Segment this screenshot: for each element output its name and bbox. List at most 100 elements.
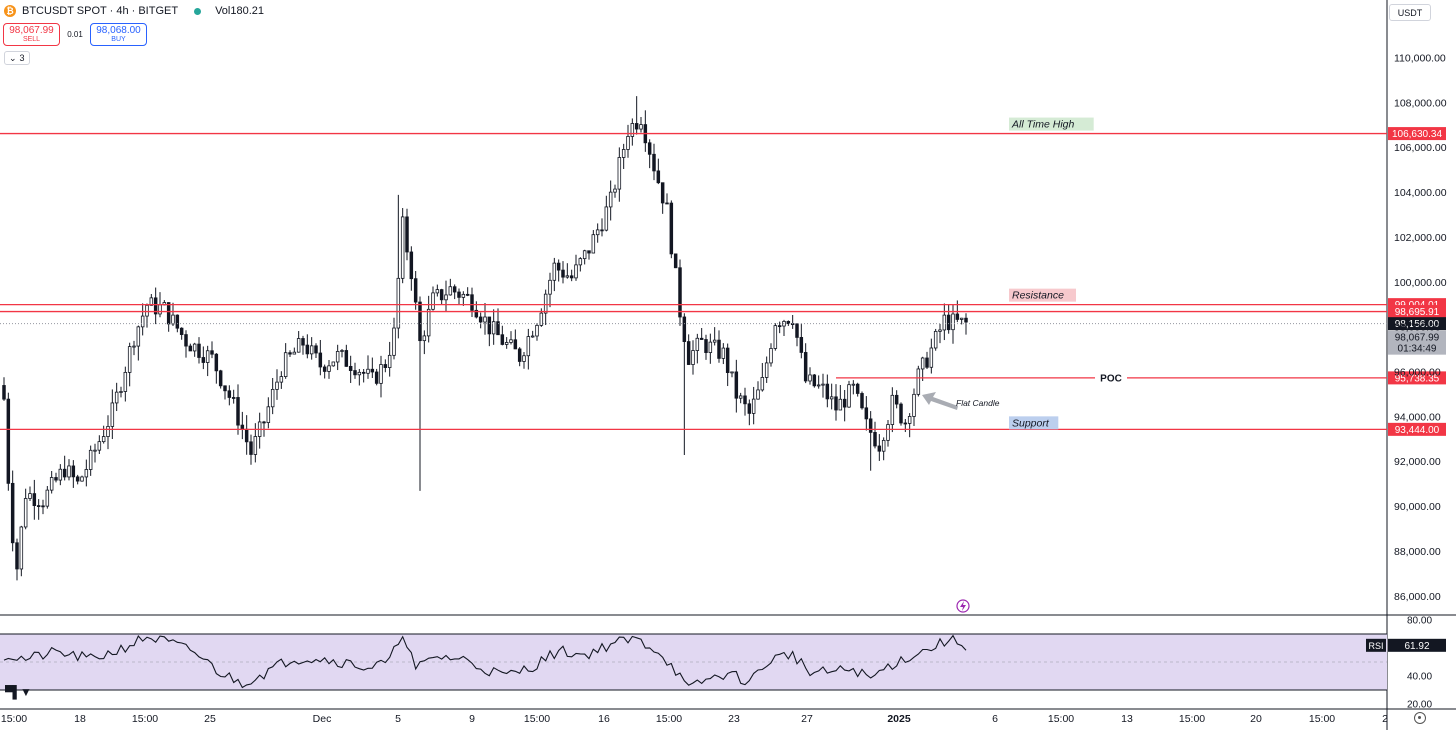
time-axis-tick: Dec <box>313 713 332 725</box>
candle-body-down <box>184 334 188 347</box>
candle <box>301 335 305 355</box>
candle <box>84 459 89 487</box>
tradingview-logo-icon[interactable]: ▀▌▼ <box>5 685 32 699</box>
candle-body-up <box>327 365 331 372</box>
candle <box>873 421 877 449</box>
settings-gear-icon[interactable] <box>1414 712 1426 724</box>
candle <box>669 200 674 259</box>
candle-body-down <box>318 352 323 368</box>
lightning-icon[interactable] <box>956 599 970 613</box>
candle <box>123 366 128 402</box>
candle <box>54 472 58 483</box>
candle-body-up <box>721 347 726 359</box>
price-axis[interactable]: 110,000.00 108,000.00 106,000.00 104,000.00… <box>1394 53 1447 603</box>
candle <box>236 384 240 435</box>
candle-body-up <box>97 441 102 451</box>
candle <box>517 347 522 367</box>
candle-body-down <box>374 371 379 384</box>
candle <box>591 230 596 254</box>
candle <box>543 289 548 326</box>
time-axis-tick: 15:00 <box>1179 713 1205 725</box>
candle <box>803 343 808 384</box>
poc-label: POC <box>1100 373 1122 384</box>
price-axis-tick: 108,000.00 <box>1394 97 1447 109</box>
candle-body-up <box>591 234 596 254</box>
indicators-toggle[interactable]: ⌄ 3 <box>4 51 30 65</box>
price-axis-tick: 104,000.00 <box>1394 187 1447 199</box>
candle-body-up <box>171 314 175 325</box>
candle-body-down <box>153 297 158 315</box>
candle-body-up <box>808 374 812 382</box>
candle-body-down <box>457 291 461 298</box>
candle <box>673 253 678 269</box>
candle <box>686 334 691 365</box>
price-axis-tick: 94,000.00 <box>1394 411 1441 423</box>
candle <box>32 479 37 520</box>
time-axis-tick: 15:00 <box>1048 713 1074 725</box>
symbol-header[interactable]: ₿ BTCUSDT SPOT · 4h · BITGET Vol180.21 <box>4 5 264 17</box>
candle <box>422 330 427 355</box>
candle <box>942 303 947 341</box>
candle-body-up <box>574 264 578 279</box>
candle <box>309 337 314 360</box>
candle-body-up <box>123 371 128 392</box>
candle-body-up <box>149 297 154 306</box>
market-open-icon <box>194 7 202 15</box>
time-axis-tick: 20 <box>1250 713 1262 725</box>
support-price-tag-bg <box>1388 422 1446 436</box>
time-axis-tick: 5 <box>395 713 401 725</box>
support-price-tag: 93,444.00 <box>1395 425 1440 436</box>
currency-selector[interactable]: USDT <box>1389 4 1431 21</box>
candle-body-down <box>62 468 67 478</box>
bid-price-tag-bg <box>1388 330 1446 355</box>
candle <box>305 334 310 359</box>
candle-body-down <box>717 339 721 359</box>
candle-body-up <box>491 321 496 335</box>
time-axis-tick: 27 <box>801 713 813 725</box>
candle <box>223 385 227 400</box>
candle <box>132 340 136 356</box>
candle-body-down <box>561 269 565 278</box>
buy-button[interactable]: 98,068.00 BUY <box>90 23 147 46</box>
candle-body-down <box>383 364 388 368</box>
candle <box>656 158 661 185</box>
candle-body-down <box>734 371 739 399</box>
time-axis-tick: 25 <box>204 713 216 725</box>
candle <box>760 362 765 392</box>
candle <box>899 402 903 426</box>
rsi-pane[interactable]: RSI 61.92 80.00 40.00 20.00 <box>0 616 1446 711</box>
time-axis[interactable]: 15:00 18 15:00 25 Dec 5 9 15:00 16 15:00 23 27 2025 6… <box>1 713 1388 725</box>
candle <box>214 353 219 384</box>
candle-body-down <box>903 422 908 425</box>
symbol-title[interactable]: BTCUSDT SPOT · 4h · BITGET <box>22 5 179 17</box>
candle <box>392 317 396 360</box>
candle-body-down <box>197 343 201 358</box>
candle-body-down <box>803 352 808 382</box>
candle <box>314 343 318 359</box>
candle <box>431 286 435 311</box>
candle <box>331 361 336 367</box>
candle <box>834 384 838 421</box>
candle <box>604 195 609 232</box>
candle-body-down <box>288 352 292 355</box>
candle <box>526 328 531 370</box>
candle <box>682 313 687 456</box>
candle <box>578 257 583 272</box>
candle-body-up <box>205 350 210 363</box>
price-axis-tick: 92,000.00 <box>1394 456 1441 468</box>
candle-body-down <box>227 390 232 398</box>
poc-price-tag: 95,738.35 <box>1395 373 1440 384</box>
candle <box>647 139 652 169</box>
sell-button[interactable]: 98,067.99 SELL <box>3 23 60 46</box>
candle-body-down <box>747 403 752 414</box>
candle <box>916 365 921 397</box>
candle <box>626 124 630 158</box>
candle-body-up <box>695 337 700 351</box>
candle-body-up <box>158 304 162 315</box>
candle <box>561 261 565 284</box>
rsi-value-tag-bg <box>1388 638 1446 652</box>
bitcoin-logo-icon: ₿ <box>4 5 16 17</box>
candle-body-down <box>474 309 479 318</box>
candle <box>318 339 323 376</box>
